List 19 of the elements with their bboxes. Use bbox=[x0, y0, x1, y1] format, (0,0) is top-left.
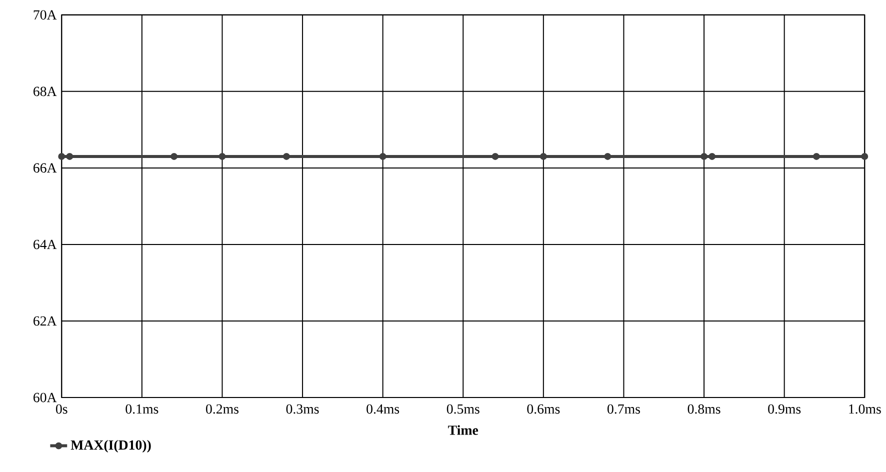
y-tick-label: 68A bbox=[34, 86, 57, 96]
x-tick-label: 0.8ms bbox=[688, 404, 720, 414]
x-tick-label: 1.0ms bbox=[849, 404, 881, 414]
y-tick-label: 70A bbox=[34, 10, 57, 20]
x-axis-title: Time bbox=[448, 425, 478, 435]
legend-label: MAX(I(D10)) bbox=[70, 440, 151, 452]
x-tick-label: 0.2ms bbox=[206, 404, 238, 414]
y-tick-label: 66A bbox=[34, 163, 57, 173]
y-tick-label: 60A bbox=[34, 392, 57, 402]
y-tick-label: 62A bbox=[34, 316, 57, 326]
x-tick-label: 0.5ms bbox=[446, 404, 480, 414]
x-tick-label: 0.9ms bbox=[768, 404, 801, 414]
x-tick-label: 0.7ms bbox=[608, 404, 640, 414]
x-tick-label: 0.6ms bbox=[527, 404, 560, 414]
x-tick-label: 0s bbox=[56, 404, 68, 414]
y-tick-label: 64A bbox=[34, 240, 57, 250]
x-tick-label: 0.4ms bbox=[366, 404, 400, 414]
x-tick-label: 0.3ms bbox=[286, 404, 319, 414]
x-tick-label: 0.1ms bbox=[126, 404, 158, 414]
